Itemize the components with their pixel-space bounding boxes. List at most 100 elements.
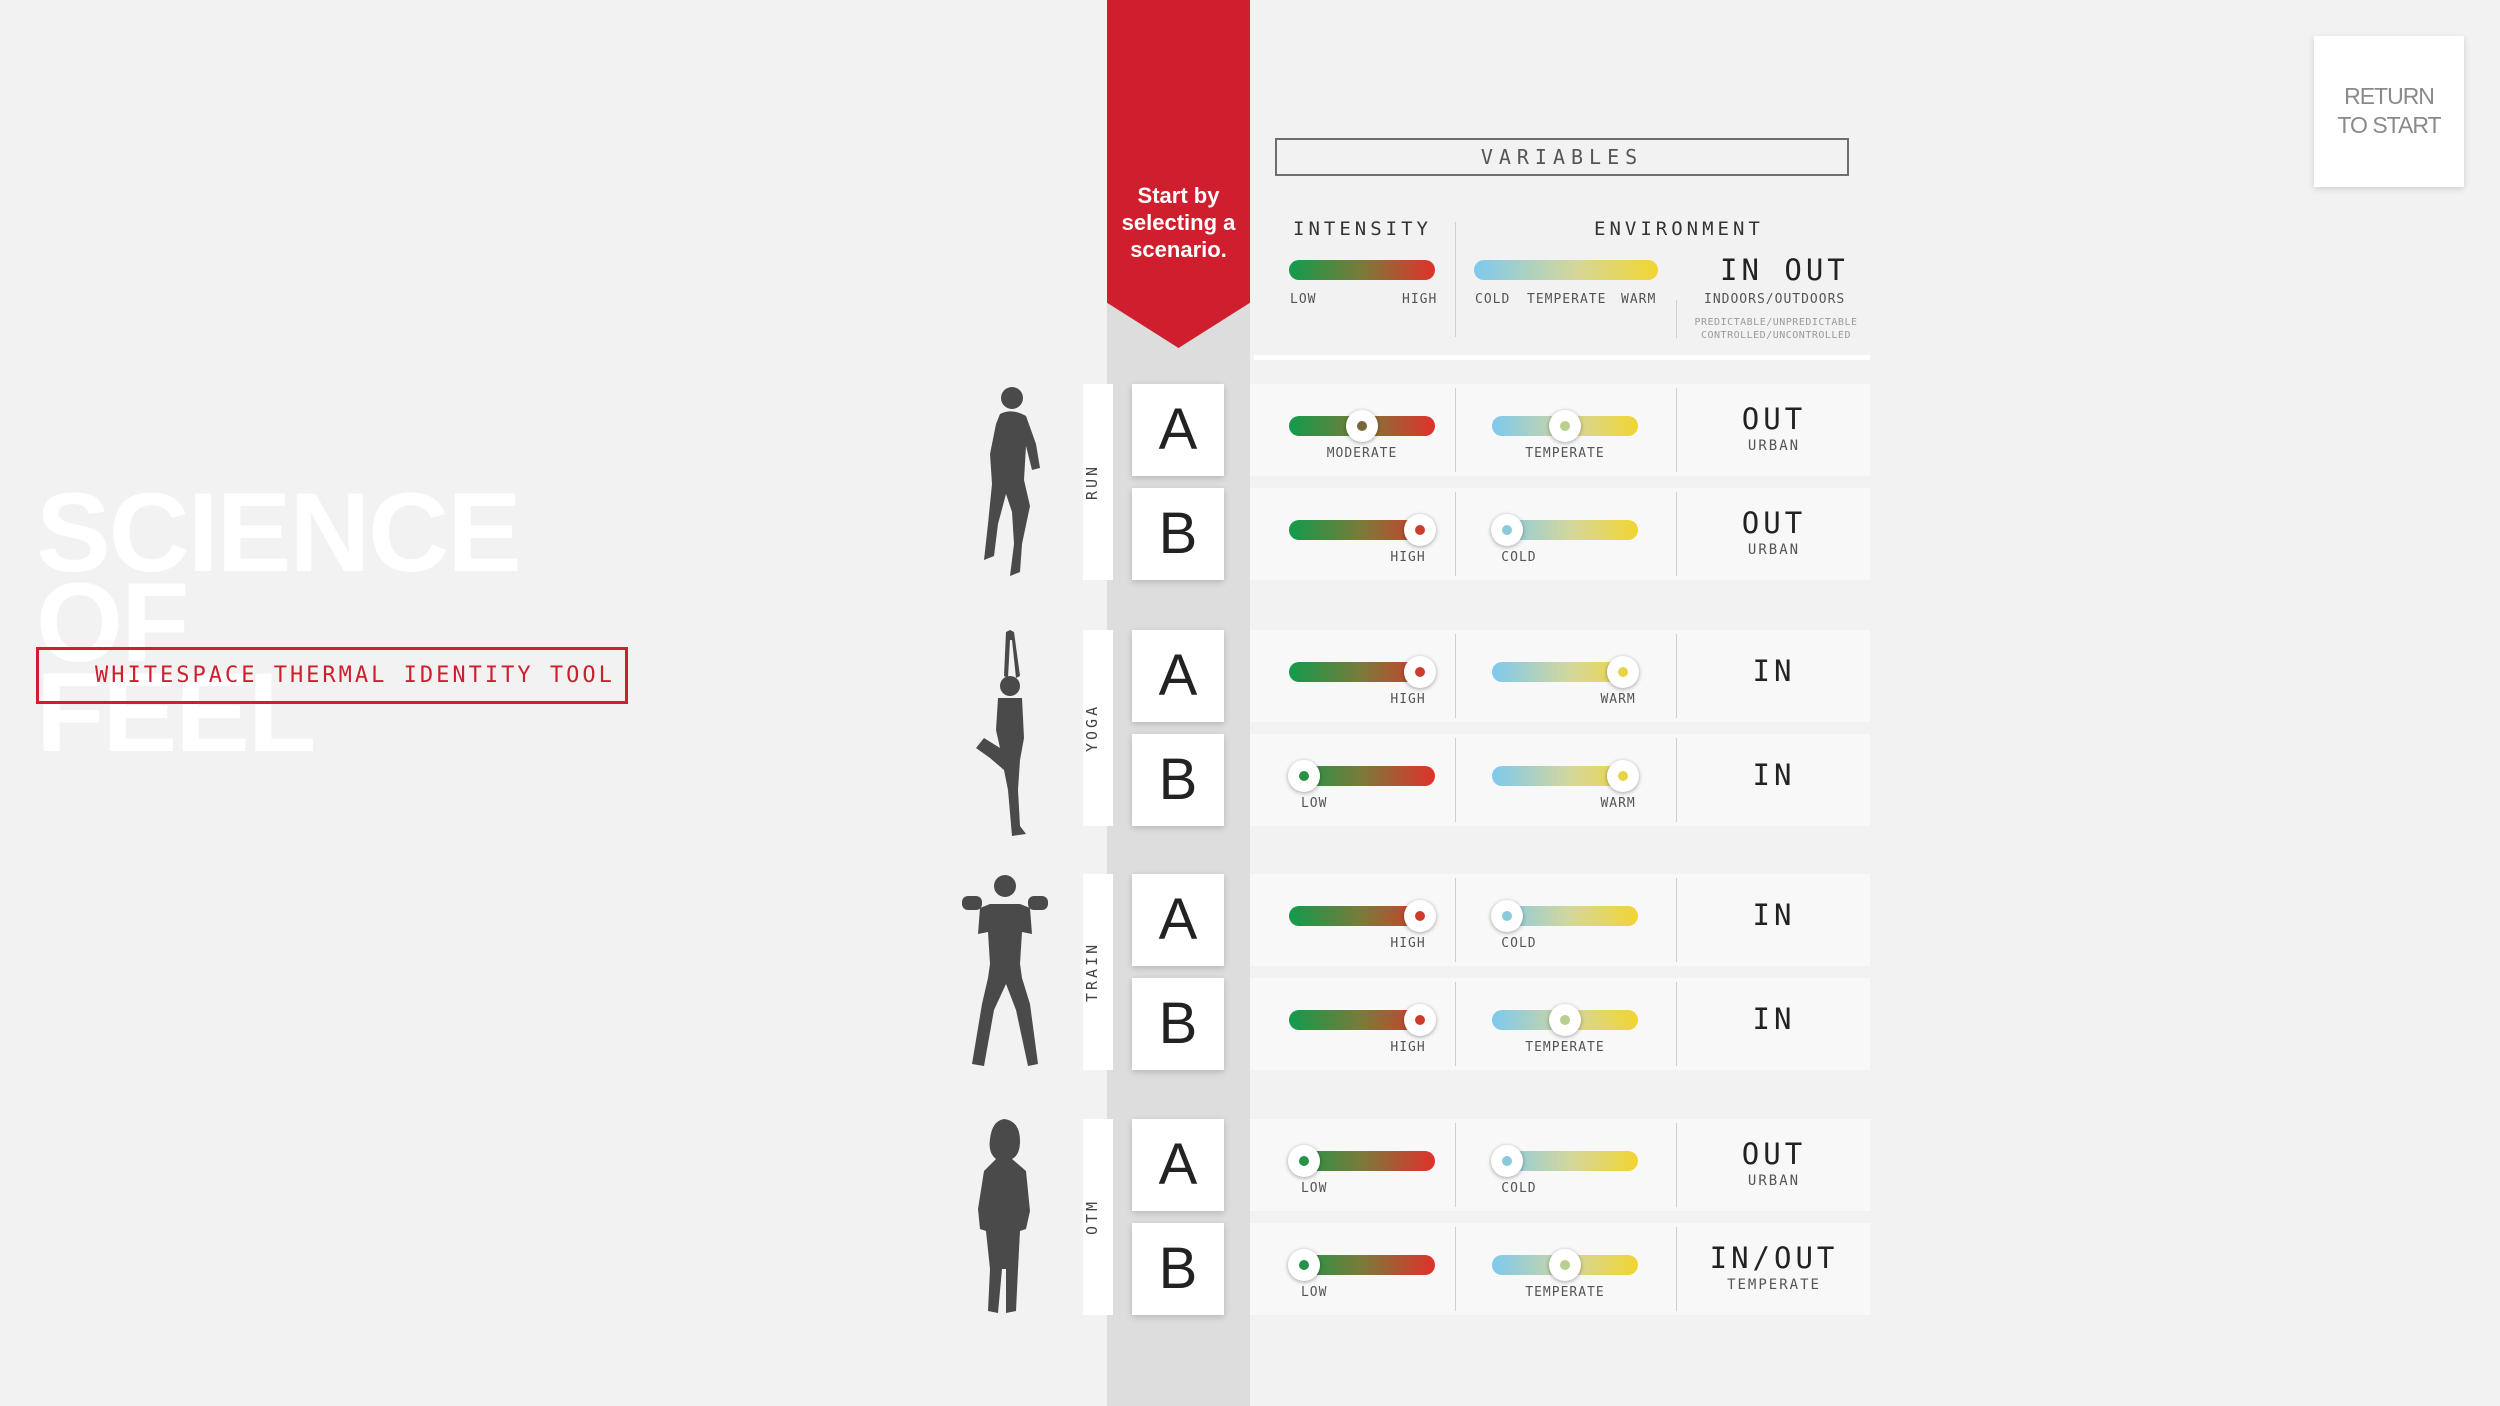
intensity-track bbox=[1289, 906, 1435, 926]
divider bbox=[1455, 982, 1456, 1066]
divider bbox=[1676, 1123, 1677, 1207]
environment-track bbox=[1492, 1151, 1638, 1171]
intensity-track bbox=[1289, 1010, 1435, 1030]
environment-slider-knob[interactable] bbox=[1549, 410, 1581, 442]
group-tab-run bbox=[1083, 384, 1113, 580]
intensity-value-label: LOW bbox=[1300, 796, 1328, 811]
environment-header: ENVIRONMENT bbox=[1594, 218, 1764, 240]
env-cold-label: COLD bbox=[1475, 292, 1511, 307]
divider bbox=[1455, 1227, 1456, 1311]
scenario-train-a-button[interactable]: A bbox=[1132, 874, 1224, 966]
intensity-track bbox=[1289, 1151, 1435, 1171]
divider bbox=[1455, 1123, 1456, 1207]
divider bbox=[1676, 982, 1677, 1066]
intensity-slider-knob[interactable] bbox=[1346, 410, 1378, 442]
environment-value-label: WARM bbox=[1600, 692, 1636, 707]
in-out-note-1: PREDICTABLE/UNPREDICTABLE bbox=[1694, 317, 1858, 328]
intensity-slider-knob[interactable] bbox=[1404, 514, 1437, 546]
intensity-value-label: HIGH bbox=[1390, 936, 1426, 951]
intensity-track bbox=[1289, 1255, 1435, 1275]
brand-subtitle: WHITESPACE THERMAL IDENTITY TOOL bbox=[36, 647, 628, 704]
environment-slider-knob[interactable] bbox=[1607, 656, 1640, 688]
intensity-high-label: HIGH bbox=[1402, 292, 1438, 307]
in-out-value: IN/OUT bbox=[1709, 1241, 1839, 1275]
group-label-otm: OTM bbox=[1083, 1198, 1101, 1236]
intensity-low-label: LOW bbox=[1290, 292, 1317, 307]
divider bbox=[1676, 878, 1677, 962]
group-tab-otm bbox=[1083, 1119, 1113, 1315]
intensity-track bbox=[1289, 520, 1435, 540]
environment-track bbox=[1492, 906, 1638, 926]
environment-track bbox=[1492, 766, 1638, 786]
group-label-yoga: YOGA bbox=[1083, 703, 1101, 753]
intensity-slider-knob[interactable] bbox=[1287, 760, 1320, 792]
intensity-legend-bar bbox=[1289, 260, 1435, 280]
divider bbox=[1676, 388, 1677, 472]
divider bbox=[1455, 222, 1456, 337]
scenario-train-b-button[interactable]: B bbox=[1132, 978, 1224, 1070]
person-walking-icon bbox=[970, 1119, 1040, 1324]
in-out-value: IN bbox=[1752, 654, 1796, 688]
divider bbox=[1676, 634, 1677, 718]
in-out-note-2: CONTROLLED/UNCONTROLLED bbox=[1701, 330, 1851, 341]
in-out-legend-label: INDOORS/OUTDOORS bbox=[1704, 292, 1846, 307]
in-out-value: OUT bbox=[1741, 1137, 1807, 1171]
yoga-icon bbox=[970, 630, 1050, 845]
environment-value-label: WARM bbox=[1600, 796, 1636, 811]
in-out-subvalue: URBAN bbox=[1747, 542, 1801, 558]
environment-value-label: COLD bbox=[1501, 1181, 1537, 1196]
environment-legend-bar bbox=[1474, 260, 1658, 280]
in-out-value: OUT bbox=[1741, 402, 1807, 436]
divider bbox=[1676, 492, 1677, 576]
start-ribbon: Start by selecting a scenario. bbox=[1107, 0, 1250, 348]
environment-value-label: TEMPERATE bbox=[1525, 1040, 1605, 1055]
env-warm-label: WARM bbox=[1621, 292, 1657, 307]
variables-header: VARIABLES bbox=[1275, 138, 1849, 176]
environment-value-label: TEMPERATE bbox=[1525, 1285, 1605, 1300]
divider bbox=[1455, 388, 1456, 472]
in-out-subvalue: URBAN bbox=[1747, 1173, 1801, 1189]
intensity-slider-knob[interactable] bbox=[1287, 1145, 1320, 1177]
environment-slider-knob[interactable] bbox=[1490, 1145, 1523, 1177]
environment-slider-knob[interactable] bbox=[1549, 1249, 1581, 1281]
brand-block: SCIENCE OF FEEL WHITESPACE THERMAL IDENT… bbox=[36, 477, 628, 769]
runner-icon bbox=[970, 384, 1050, 589]
divider bbox=[1676, 300, 1677, 338]
divider bbox=[1455, 634, 1456, 718]
in-out-value: IN bbox=[1752, 758, 1796, 792]
intensity-value-label: HIGH bbox=[1390, 1040, 1426, 1055]
environment-slider-knob[interactable] bbox=[1490, 900, 1523, 932]
intensity-track bbox=[1289, 662, 1435, 682]
scenario-otm-b-button[interactable]: B bbox=[1132, 1223, 1224, 1315]
environment-slider-knob[interactable] bbox=[1490, 514, 1523, 546]
intensity-value-label: MODERATE bbox=[1326, 446, 1398, 461]
environment-value-label: TEMPERATE bbox=[1525, 446, 1605, 461]
intensity-value-label: HIGH bbox=[1390, 692, 1426, 707]
environment-slider-knob[interactable] bbox=[1607, 760, 1640, 792]
in-out-value: IN bbox=[1752, 1002, 1796, 1036]
in-out-value: OUT bbox=[1741, 506, 1807, 540]
scenario-run-b-button[interactable]: B bbox=[1132, 488, 1224, 580]
intensity-header: INTENSITY bbox=[1293, 218, 1432, 240]
scenario-yoga-b-button[interactable]: B bbox=[1132, 734, 1224, 826]
intensity-slider-knob[interactable] bbox=[1404, 900, 1437, 932]
weightlifter-icon bbox=[960, 874, 1050, 1079]
intensity-slider-knob[interactable] bbox=[1404, 1004, 1437, 1036]
divider bbox=[1455, 878, 1456, 962]
in-out-subvalue: URBAN bbox=[1747, 438, 1801, 454]
return-to-start-button[interactable]: RETURN TO START bbox=[2314, 36, 2464, 187]
divider bbox=[1455, 492, 1456, 576]
intensity-slider-knob[interactable] bbox=[1287, 1249, 1320, 1281]
scenario-otm-a-button[interactable]: A bbox=[1132, 1119, 1224, 1211]
intensity-track bbox=[1289, 766, 1435, 786]
environment-slider-knob[interactable] bbox=[1549, 1004, 1581, 1036]
in-out-value: IN bbox=[1752, 898, 1796, 932]
in-out-subvalue: TEMPERATE bbox=[1727, 1277, 1821, 1293]
group-tab-yoga bbox=[1083, 630, 1113, 826]
environment-value-label: COLD bbox=[1501, 936, 1537, 951]
environment-track bbox=[1492, 520, 1638, 540]
scenario-run-a-button[interactable]: A bbox=[1132, 384, 1224, 476]
in-out-header: IN OUT bbox=[1720, 253, 1849, 287]
scenario-yoga-a-button[interactable]: A bbox=[1132, 630, 1224, 722]
intensity-slider-knob[interactable] bbox=[1404, 656, 1437, 688]
